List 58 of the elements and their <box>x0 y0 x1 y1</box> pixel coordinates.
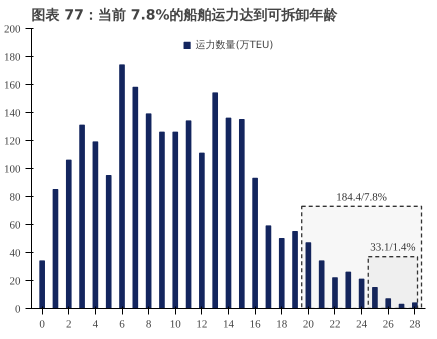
x-tick-label: 4 <box>92 318 99 330</box>
bar <box>398 304 404 308</box>
y-tick-label: 100 <box>4 164 21 176</box>
x-tick-label: 18 <box>276 318 288 330</box>
y-tick-label: 40 <box>10 248 21 260</box>
bar <box>106 175 112 308</box>
x-tick-label: 20 <box>302 318 314 330</box>
bar <box>132 86 138 308</box>
x-tick-label: 8 <box>146 318 152 330</box>
bar <box>385 298 392 308</box>
bar <box>119 64 125 308</box>
chart-title: 图表 77：当前 7.8%的船舶运力达到可拆卸年龄 <box>32 8 339 24</box>
bar <box>92 141 98 308</box>
band-label: 184.4/7.8% <box>336 191 387 204</box>
y-tick-label: 180 <box>4 52 21 64</box>
y-tick-label: 0 <box>15 304 21 316</box>
x-tick-label: 12 <box>196 318 208 330</box>
y-tick-label: 120 <box>4 136 21 148</box>
x-tick-label: 26 <box>382 318 394 330</box>
bar <box>345 272 352 308</box>
bar <box>159 132 165 308</box>
y-tick-label: 20 <box>10 276 21 288</box>
bar <box>212 92 218 308</box>
y-tick-label: 140 <box>4 108 21 120</box>
bar <box>66 160 72 308</box>
bar <box>292 231 298 308</box>
y-tick-label: 200 <box>4 24 21 36</box>
legend-label: 运力数量(万TEU) <box>196 38 274 52</box>
bar <box>39 260 45 308</box>
bar <box>318 260 325 308</box>
bar <box>306 242 312 308</box>
y-tick-label: 160 <box>4 80 21 92</box>
bar <box>332 277 338 308</box>
bar <box>186 120 192 308</box>
x-tick-label: 0 <box>39 318 46 330</box>
y-tick-label: 80 <box>10 192 21 204</box>
bar <box>358 278 364 308</box>
x-tick-label: 2 <box>66 318 72 330</box>
bar <box>146 113 152 308</box>
x-tick-label: 24 <box>356 318 368 330</box>
x-tick-label: 16 <box>250 318 262 330</box>
x-tick-label: 14 <box>223 318 234 330</box>
bar <box>79 124 85 308</box>
bar <box>372 287 378 308</box>
x-tick-label: 6 <box>119 318 126 330</box>
y-tick-label: 60 <box>10 220 21 232</box>
x-tick-label: 28 <box>409 318 421 330</box>
bar <box>252 178 258 308</box>
bar <box>266 225 272 308</box>
bar <box>278 238 285 308</box>
x-tick-label: 22 <box>329 318 340 330</box>
bar <box>199 152 205 308</box>
bar <box>226 118 232 308</box>
bar <box>172 132 178 308</box>
bar <box>238 119 245 308</box>
bar <box>52 189 58 308</box>
x-tick-label: 10 <box>170 318 182 330</box>
band-label: 33.1/1.4% <box>370 242 416 254</box>
